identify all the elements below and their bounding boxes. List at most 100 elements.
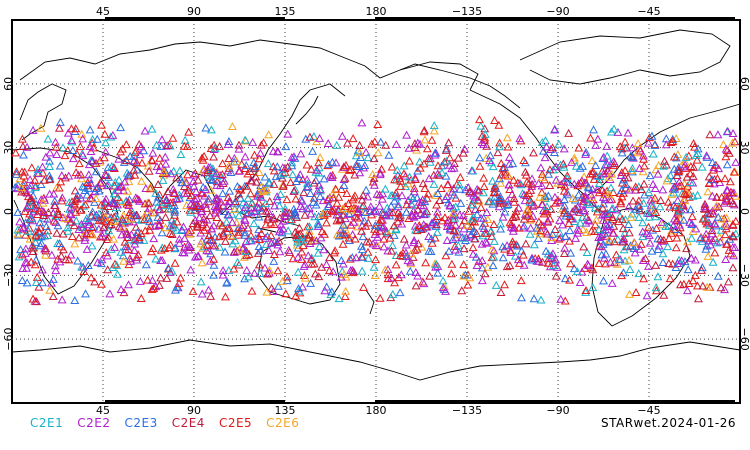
observation-marker xyxy=(116,223,126,232)
observation-marker xyxy=(681,152,691,161)
observation-marker xyxy=(212,169,221,178)
observation-marker xyxy=(213,194,223,203)
observation-marker xyxy=(617,271,626,280)
observation-marker xyxy=(322,209,332,218)
observation-marker xyxy=(100,169,110,178)
observation-marker xyxy=(226,167,236,176)
observation-marker xyxy=(575,277,585,286)
observation-marker xyxy=(129,211,139,220)
observation-marker xyxy=(274,201,284,210)
observation-marker xyxy=(367,210,376,219)
observation-marker xyxy=(551,175,561,184)
observation-marker xyxy=(377,194,387,203)
observation-marker xyxy=(451,245,461,254)
observation-marker xyxy=(430,148,440,157)
observation-marker xyxy=(314,158,324,167)
observation-marker xyxy=(53,207,63,216)
observation-marker xyxy=(540,175,549,184)
observation-marker xyxy=(319,174,329,183)
observation-marker xyxy=(664,258,674,267)
observation-marker xyxy=(85,141,95,150)
observation-marker xyxy=(654,241,664,250)
observation-marker xyxy=(502,200,512,209)
observation-marker xyxy=(412,226,422,235)
observation-marker xyxy=(406,249,416,258)
observation-marker xyxy=(197,153,207,162)
observation-marker xyxy=(273,266,283,275)
observation-marker xyxy=(45,189,55,198)
observation-marker xyxy=(662,176,672,185)
observation-marker xyxy=(645,171,655,180)
observation-marker xyxy=(212,213,222,222)
observation-marker xyxy=(334,192,344,201)
observation-marker xyxy=(257,228,266,237)
observation-marker xyxy=(179,182,189,191)
observation-marker xyxy=(338,239,348,248)
observation-marker xyxy=(566,259,575,268)
observation-marker xyxy=(623,173,633,182)
observation-marker xyxy=(607,169,617,178)
observation-marker xyxy=(373,232,383,241)
observation-marker xyxy=(436,184,446,193)
observation-marker xyxy=(458,211,468,220)
observation-marker xyxy=(31,278,41,287)
observation-marker xyxy=(151,188,161,197)
observation-marker xyxy=(409,187,419,196)
observation-marker xyxy=(194,213,204,222)
observation-marker xyxy=(665,202,675,211)
observation-marker xyxy=(241,200,251,209)
observation-marker xyxy=(263,269,273,278)
observation-marker xyxy=(634,212,644,221)
observation-marker xyxy=(99,153,109,162)
observation-marker xyxy=(442,235,452,244)
observation-marker xyxy=(250,163,260,172)
lat-tick-label-right: 60 xyxy=(738,77,750,91)
observation-marker xyxy=(100,212,110,221)
observation-marker xyxy=(293,267,303,276)
observation-marker xyxy=(39,175,49,184)
observation-marker xyxy=(630,248,640,257)
observation-marker xyxy=(360,161,370,170)
observation-marker xyxy=(109,164,119,173)
observation-marker xyxy=(251,177,261,186)
observation-marker xyxy=(409,236,419,245)
observation-marker xyxy=(440,157,449,166)
observation-marker xyxy=(320,229,329,238)
observation-marker xyxy=(186,265,196,274)
observation-marker xyxy=(94,213,104,222)
observation-marker xyxy=(484,197,493,206)
observation-marker xyxy=(190,168,200,177)
observation-marker xyxy=(616,199,626,208)
observation-marker xyxy=(31,227,41,236)
observation-marker xyxy=(328,207,338,216)
observation-marker xyxy=(347,205,356,214)
observation-marker xyxy=(624,202,634,211)
observation-marker xyxy=(538,221,548,230)
observation-marker xyxy=(679,189,689,198)
observation-marker xyxy=(565,236,574,245)
observation-marker xyxy=(269,214,279,223)
observation-marker xyxy=(369,180,379,189)
observation-marker xyxy=(731,229,741,238)
observation-marker xyxy=(420,184,430,193)
observation-marker xyxy=(668,176,678,185)
observation-marker xyxy=(258,186,268,195)
observation-marker xyxy=(659,290,669,299)
observation-marker xyxy=(199,164,209,173)
observation-marker xyxy=(43,208,53,217)
observation-marker xyxy=(81,289,91,298)
observation-marker xyxy=(250,150,259,159)
observation-marker xyxy=(145,182,155,191)
observation-marker xyxy=(462,220,472,229)
observation-marker xyxy=(68,146,78,155)
observation-marker xyxy=(71,194,81,203)
observation-marker xyxy=(624,185,634,194)
observation-marker xyxy=(113,185,123,194)
observation-marker xyxy=(83,261,93,270)
observation-marker xyxy=(516,276,526,285)
observation-marker xyxy=(594,178,604,187)
observation-marker xyxy=(638,218,648,227)
observation-marker xyxy=(508,223,518,232)
observation-marker xyxy=(433,207,442,216)
observation-marker xyxy=(90,277,100,286)
